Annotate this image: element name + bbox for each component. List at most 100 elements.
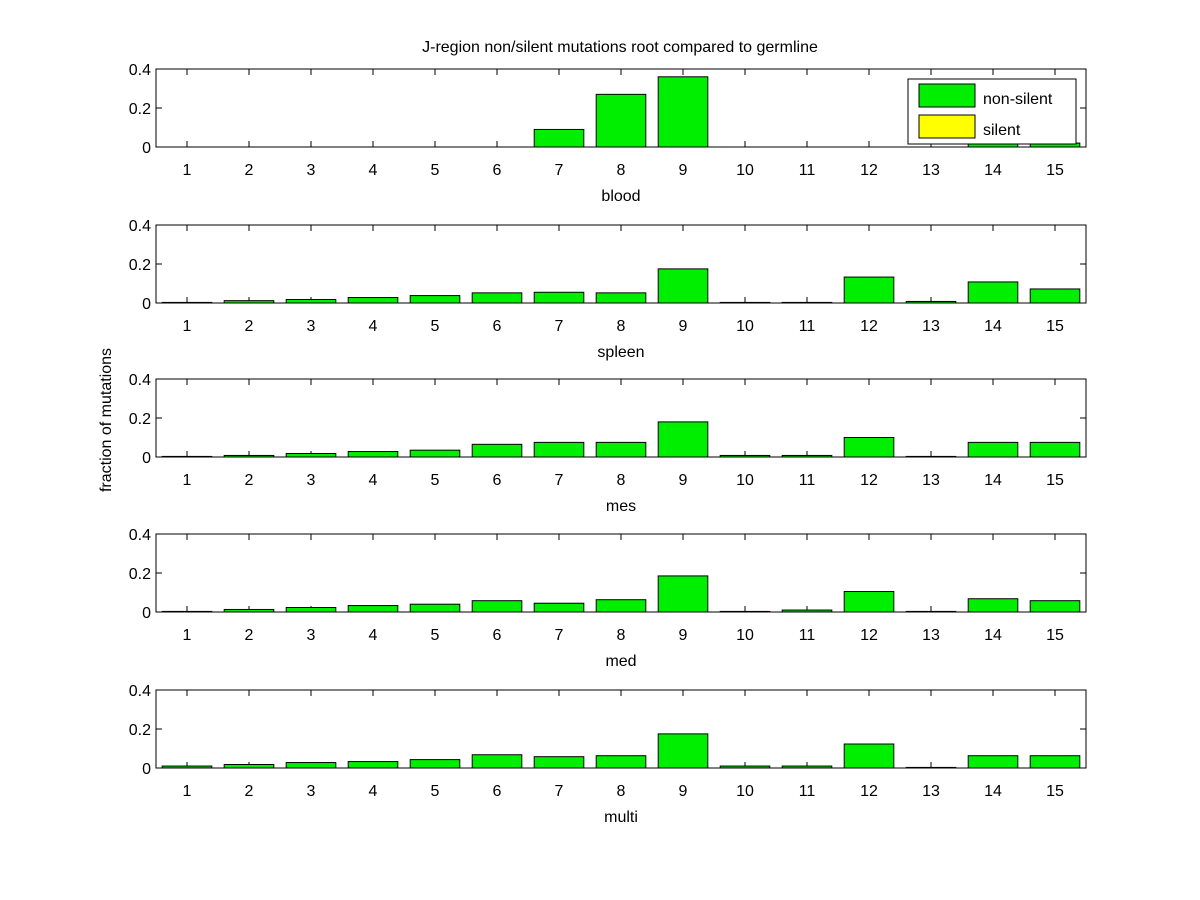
x-tick-label: 12	[860, 162, 878, 179]
x-tick-label: 15	[1046, 627, 1064, 644]
x-tick-label: 7	[555, 162, 564, 179]
x-tick-label: 10	[736, 627, 754, 644]
x-tick-label: 1	[183, 783, 192, 800]
bar-non-silent-multi-3	[285, 762, 337, 769]
x-tick-label: 8	[617, 472, 626, 489]
bar-non-silent-spleen-12	[843, 276, 895, 304]
bar-non-silent-med-15	[1029, 600, 1081, 613]
bar-non-silent-mes-13	[905, 455, 957, 458]
y-tick-label: 0.4	[129, 62, 151, 79]
bar-non-silent-spleen-11	[781, 301, 833, 304]
bar-non-silent-med-11	[781, 609, 833, 613]
y-tick-label: 0.2	[129, 257, 151, 274]
x-tick-label: 1	[183, 162, 192, 179]
bar-non-silent-mes-9	[657, 421, 709, 458]
y-tick-label: 0	[142, 296, 151, 313]
bar-non-silent-spleen-8	[595, 292, 647, 304]
x-tick-label: 6	[493, 472, 502, 489]
x-tick-label: 4	[369, 783, 378, 800]
x-tick-label: 15	[1046, 318, 1064, 335]
x-tick-label: 6	[493, 783, 502, 800]
x-tick-label: 3	[307, 627, 316, 644]
x-tick-label: 14	[984, 783, 1002, 800]
axes-box	[155, 224, 1087, 304]
y-tick-label: 0.2	[129, 566, 151, 583]
bar-non-silent-mes-5	[409, 449, 461, 458]
y-tick-label: 0	[142, 761, 151, 778]
bar-non-silent-mes-3	[285, 452, 337, 458]
bar-non-silent-spleen-1	[161, 301, 213, 304]
x-tick-label: 13	[922, 783, 940, 800]
bar-non-silent-spleen-4	[347, 297, 399, 304]
x-tick-label: 14	[984, 627, 1002, 644]
x-tick-label: 11	[799, 472, 816, 489]
bar-non-silent-spleen-13	[905, 300, 957, 304]
bar-non-silent-med-12	[843, 591, 895, 613]
bar-non-silent-med-4	[347, 605, 399, 613]
bar-non-silent-multi-11	[781, 765, 833, 769]
x-tick-label: 11	[799, 318, 816, 335]
axes-box	[155, 533, 1087, 613]
x-tick-label: 8	[617, 783, 626, 800]
x-tick-label: 13	[922, 318, 940, 335]
x-tick-label: 14	[984, 318, 1002, 335]
y-tick-label: 0	[142, 450, 151, 467]
x-tick-label: 11	[799, 783, 816, 800]
bar-non-silent-multi-15	[1029, 755, 1081, 769]
x-tick-label: 3	[307, 318, 316, 335]
bar-non-silent-mes-15	[1029, 441, 1081, 458]
y-tick-label: 0.2	[129, 722, 151, 739]
x-axis-label-multi: multi	[604, 809, 638, 826]
x-tick-label: 9	[679, 318, 688, 335]
bar-non-silent-mes-12	[843, 437, 895, 458]
bar-non-silent-blood-8	[595, 93, 647, 148]
axes-box	[155, 689, 1087, 769]
x-axis-label-mes: mes	[606, 498, 636, 515]
bar-non-silent-mes-6	[471, 443, 523, 458]
x-tick-label: 7	[555, 783, 564, 800]
x-tick-label: 15	[1046, 472, 1064, 489]
bar-non-silent-med-10	[719, 610, 771, 613]
x-tick-label: 9	[679, 627, 688, 644]
chart-title: J-region non/silent mutations root compa…	[422, 39, 818, 56]
x-axis-label-med: med	[605, 653, 636, 670]
x-tick-label: 12	[860, 783, 878, 800]
x-tick-label: 5	[431, 627, 440, 644]
bar-non-silent-multi-1	[161, 765, 213, 769]
bar-non-silent-multi-8	[595, 755, 647, 769]
bar-non-silent-med-1	[161, 610, 213, 613]
bar-non-silent-multi-12	[843, 743, 895, 769]
x-tick-label: 1	[183, 627, 192, 644]
x-tick-label: 4	[369, 162, 378, 179]
x-tick-label: 7	[555, 318, 564, 335]
bar-non-silent-blood-7	[533, 128, 585, 148]
bar-non-silent-spleen-2	[223, 300, 275, 304]
x-tick-label: 14	[984, 472, 1002, 489]
x-tick-label: 15	[1046, 162, 1064, 179]
x-axis-label-blood: blood	[601, 188, 640, 205]
x-tick-label: 12	[860, 318, 878, 335]
legend-label-non-silent: non-silent	[983, 91, 1053, 108]
legend-label-silent: silent	[983, 122, 1021, 139]
bar-non-silent-spleen-9	[657, 268, 709, 304]
bar-non-silent-spleen-15	[1029, 288, 1081, 304]
x-tick-label: 2	[245, 162, 254, 179]
x-tick-label: 6	[493, 162, 502, 179]
bar-non-silent-spleen-7	[533, 291, 585, 304]
bar-non-silent-mes-1	[161, 455, 213, 458]
y-tick-label: 0	[142, 140, 151, 157]
bar-non-silent-med-7	[533, 602, 585, 613]
bar-non-silent-multi-9	[657, 733, 709, 769]
x-tick-label: 12	[860, 472, 878, 489]
x-tick-label: 3	[307, 162, 316, 179]
x-tick-label: 4	[369, 627, 378, 644]
bar-non-silent-spleen-5	[409, 295, 461, 304]
x-tick-label: 8	[617, 162, 626, 179]
legend-swatch-non-silent	[918, 83, 976, 108]
y-tick-label: 0.4	[129, 683, 151, 700]
bar-non-silent-med-2	[223, 608, 275, 613]
